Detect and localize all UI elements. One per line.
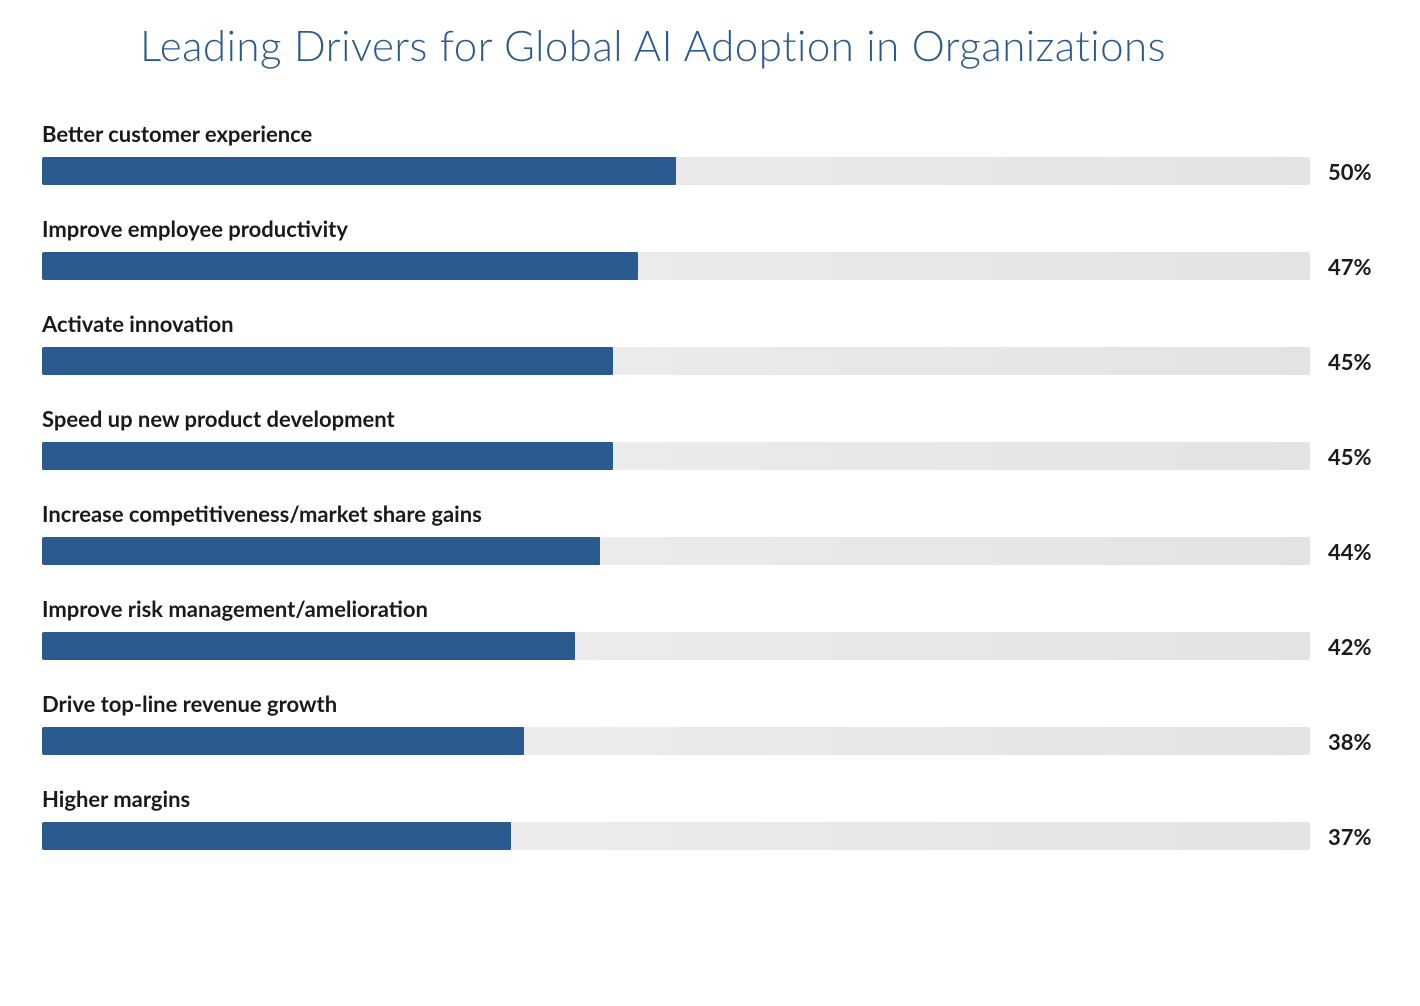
bar-fill [42, 157, 676, 185]
bar-value: 47% [1328, 253, 1380, 280]
bar-track [42, 727, 1310, 755]
bar-fill [42, 442, 613, 470]
bar-fill [42, 822, 511, 850]
bar-wrapper: 50% [42, 157, 1380, 185]
bar-row: Increase competitiveness/market share ga… [42, 500, 1380, 565]
bar-row: Drive top-line revenue growth 38% [42, 690, 1380, 755]
bar-track [42, 157, 1310, 185]
bar-wrapper: 47% [42, 252, 1380, 280]
bar-row: Higher margins 37% [42, 785, 1380, 850]
bar-track [42, 632, 1310, 660]
bar-value: 45% [1328, 443, 1380, 470]
bar-value: 45% [1328, 348, 1380, 375]
bar-fill [42, 252, 638, 280]
bar-label: Increase competitiveness/market share ga… [42, 500, 1380, 527]
bar-label: Improve employee productivity [42, 215, 1380, 242]
chart-container: Better customer experience 50% Improve e… [40, 120, 1380, 850]
bar-row: Improve risk management/amelioration 42% [42, 595, 1380, 660]
bar-wrapper: 38% [42, 727, 1380, 755]
bar-track [42, 537, 1310, 565]
bar-wrapper: 45% [42, 347, 1380, 375]
bar-label: Activate innovation [42, 310, 1380, 337]
bar-track [42, 822, 1310, 850]
bar-row: Improve employee productivity 47% [42, 215, 1380, 280]
bar-fill [42, 537, 600, 565]
bar-wrapper: 37% [42, 822, 1380, 850]
bar-row: Speed up new product development 45% [42, 405, 1380, 470]
bar-value: 37% [1328, 823, 1380, 850]
bar-value: 44% [1328, 538, 1380, 565]
bar-fill [42, 727, 524, 755]
chart-title: Leading Drivers for Global AI Adoption i… [140, 20, 1380, 70]
bar-wrapper: 44% [42, 537, 1380, 565]
bar-fill [42, 632, 575, 660]
bar-wrapper: 45% [42, 442, 1380, 470]
bar-track [42, 252, 1310, 280]
bar-track [42, 442, 1310, 470]
bar-value: 38% [1328, 728, 1380, 755]
bar-label: Drive top-line revenue growth [42, 690, 1380, 717]
bar-row: Better customer experience 50% [42, 120, 1380, 185]
bar-label: Speed up new product development [42, 405, 1380, 432]
bar-label: Better customer experience [42, 120, 1380, 147]
bar-track [42, 347, 1310, 375]
bar-row: Activate innovation 45% [42, 310, 1380, 375]
bar-value: 50% [1328, 158, 1380, 185]
bar-value: 42% [1328, 633, 1380, 660]
bar-label: Improve risk management/amelioration [42, 595, 1380, 622]
bar-fill [42, 347, 613, 375]
bar-wrapper: 42% [42, 632, 1380, 660]
bar-label: Higher margins [42, 785, 1380, 812]
